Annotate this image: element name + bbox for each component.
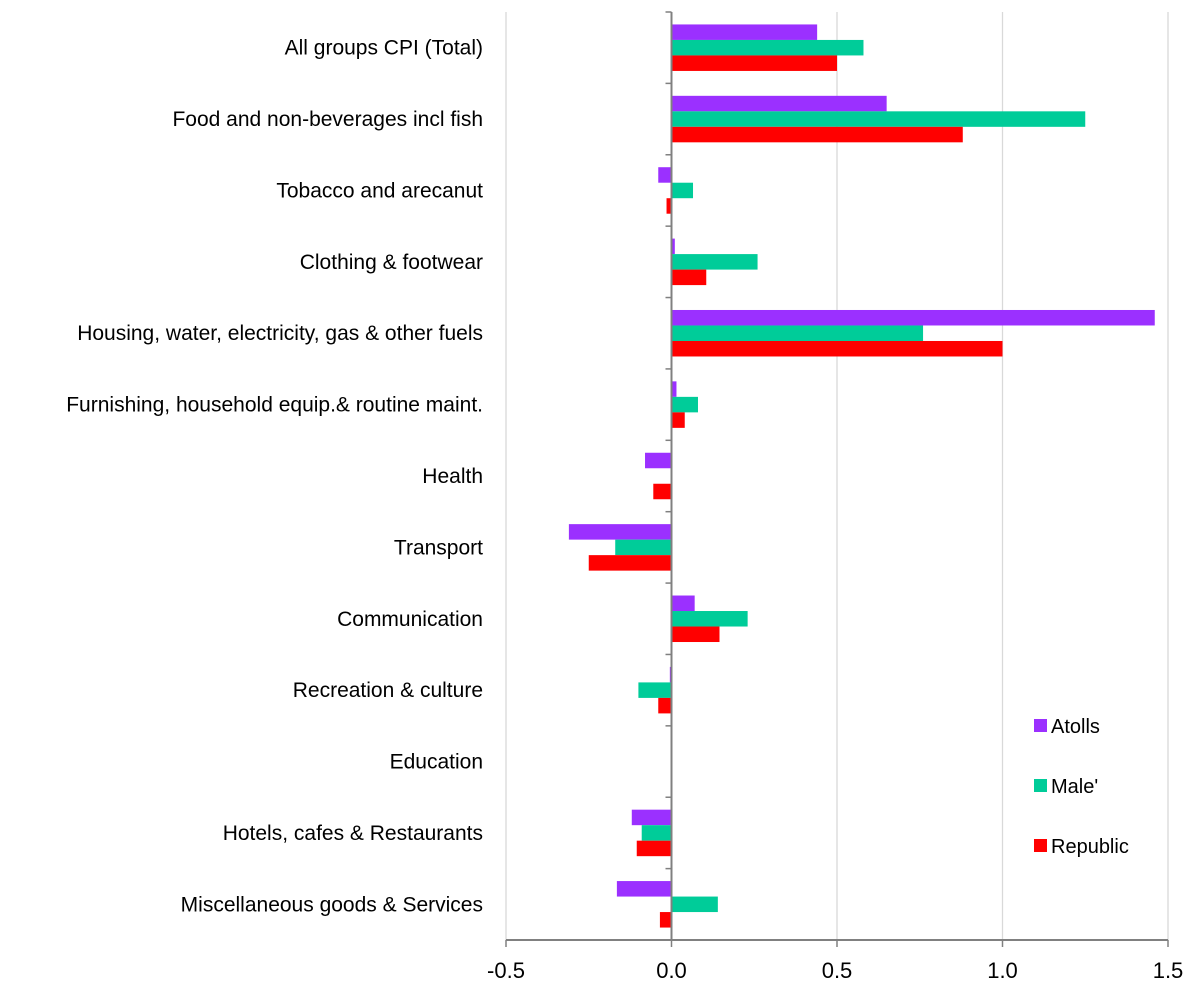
- bar-male: [671, 396, 698, 413]
- bar-atolls: [671, 381, 677, 397]
- bar-atolls: [616, 881, 672, 897]
- gridlines: [505, 12, 1169, 940]
- legend-label: Atolls: [1051, 716, 1100, 738]
- bar-male: [671, 39, 864, 56]
- bar-atolls: [658, 167, 672, 183]
- x-tick-label: 0.0: [656, 958, 687, 983]
- legend-swatch-atolls: [1034, 719, 1047, 732]
- bar-atolls: [568, 524, 672, 540]
- bar-atolls: [645, 452, 672, 469]
- bars: [568, 24, 1155, 928]
- bar-male: [615, 539, 672, 556]
- category-label: Education: [390, 751, 483, 774]
- legend-swatch-male: [1034, 779, 1047, 792]
- x-tick-labels: -0.5 0.0 0.5 1.0 1.5: [487, 958, 1183, 983]
- bar-atolls: [671, 238, 675, 255]
- x-tick-label: 1.0: [987, 958, 1018, 983]
- category-label: Health: [422, 465, 483, 488]
- bar-male: [671, 254, 758, 270]
- bar-male: [638, 682, 672, 698]
- bar-republic: [653, 483, 672, 500]
- category-label: Recreation & culture: [293, 679, 483, 702]
- bar-republic: [588, 555, 672, 571]
- category-label: Clothing & footwear: [300, 251, 483, 274]
- category-label: Tobacco and arecanut: [276, 179, 483, 202]
- x-tick-label: -0.5: [487, 958, 525, 983]
- bar-republic: [671, 55, 837, 71]
- legend: Atolls Male' Republic: [1034, 716, 1129, 858]
- bar-republic: [658, 697, 672, 714]
- bar-atolls: [631, 809, 672, 826]
- bar-republic: [671, 269, 707, 286]
- bar-male: [671, 611, 748, 627]
- bar-republic: [671, 626, 720, 643]
- legend-label: Male': [1051, 776, 1098, 798]
- bar-atolls: [671, 95, 887, 112]
- x-tick-label: 1.5: [1153, 958, 1184, 983]
- category-label: Food and non-beverages incl fish: [172, 108, 483, 131]
- bar-male: [671, 896, 718, 913]
- bar-male: [671, 325, 924, 341]
- category-label: Miscellaneous goods & Services: [181, 893, 483, 916]
- category-label: Transport: [394, 536, 483, 559]
- category-label: Furnishing, household equip.& routine ma…: [66, 394, 483, 417]
- bar-atolls: [671, 595, 695, 612]
- bar-republic: [671, 412, 685, 428]
- category-labels: All groups CPI (Total) Food and non-bever…: [66, 37, 483, 917]
- category-label: Housing, water, electricity, gas & other…: [77, 322, 483, 345]
- bar-male: [671, 182, 694, 199]
- bar-republic: [671, 340, 1003, 357]
- bar-republic: [659, 912, 672, 928]
- x-tick-label: 0.5: [822, 958, 853, 983]
- legend-swatch-republic: [1034, 839, 1047, 852]
- category-label: All groups CPI (Total): [285, 37, 483, 60]
- bar-republic: [671, 126, 963, 143]
- bar-atolls: [671, 24, 818, 40]
- bar-male: [641, 825, 672, 841]
- bar-republic: [636, 840, 672, 857]
- legend-label: Republic: [1051, 836, 1129, 858]
- category-label: Hotels, cafes & Restaurants: [223, 822, 483, 845]
- bar-male: [671, 111, 1086, 127]
- bar-republic: [666, 198, 672, 214]
- axes: [505, 11, 1169, 947]
- bar-atolls: [671, 309, 1155, 326]
- category-label: Communication: [337, 608, 483, 631]
